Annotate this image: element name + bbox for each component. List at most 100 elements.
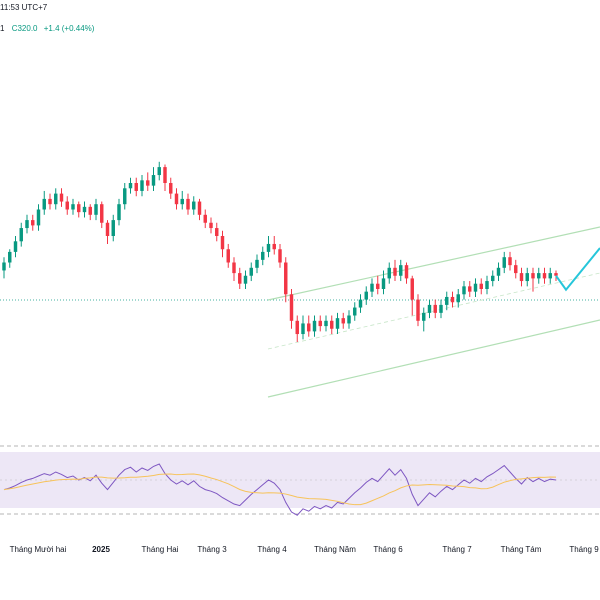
candle-body [537, 273, 541, 279]
candle-body [399, 265, 403, 276]
candle-body [427, 304, 432, 313]
x-tick-label: Tháng Hai [142, 545, 179, 554]
candle-body [77, 204, 81, 213]
candle [318, 315, 322, 332]
x-tick-label: Tháng 4 [257, 545, 287, 554]
candle-body [232, 262, 236, 274]
candle-body [123, 188, 127, 205]
candle [479, 278, 483, 295]
candle-body [473, 283, 478, 292]
candle [215, 222, 219, 242]
candle [330, 315, 334, 335]
x-tick-label: Tháng 7 [442, 545, 472, 554]
candle [31, 214, 35, 231]
candle-body [105, 222, 110, 236]
candle-body [450, 296, 455, 303]
candle-body [364, 291, 368, 300]
candle-body [174, 193, 179, 205]
candle [25, 214, 29, 234]
candle [128, 177, 133, 194]
x-tick-label: Tháng Năm [314, 545, 356, 554]
candle [462, 281, 466, 300]
candle [445, 291, 449, 311]
candle-body [266, 243, 271, 252]
candle-body [128, 183, 133, 189]
candle-body [439, 304, 443, 313]
candle-body [220, 236, 225, 250]
x-tick-label: 2025 [92, 545, 110, 554]
candle [82, 201, 87, 218]
candle [94, 198, 98, 221]
candle [353, 302, 357, 321]
candle [220, 230, 225, 258]
rsi-line [3, 463, 557, 516]
change-value: +1.4 (+0.44%) [43, 24, 95, 33]
candle-body [376, 283, 380, 289]
candle-body [163, 167, 167, 183]
candle [427, 299, 432, 319]
candle-body [410, 278, 414, 300]
candle [399, 259, 403, 282]
candle-body [59, 193, 64, 202]
candle-body [422, 312, 426, 321]
candle-body [491, 275, 495, 282]
candle-body [226, 249, 230, 263]
close-value: C320.0 [11, 24, 38, 33]
candle-body [531, 273, 535, 279]
candle-body [347, 315, 351, 324]
candle [2, 257, 6, 279]
candle [272, 236, 276, 255]
candle-body [301, 323, 305, 335]
rsi-pane[interactable] [0, 445, 600, 516]
candle [393, 259, 397, 282]
candle-body [13, 241, 18, 252]
candle-body [140, 180, 144, 191]
candle-body [157, 167, 161, 176]
candle [255, 254, 259, 274]
candle-body [48, 198, 52, 205]
candle [169, 177, 173, 199]
candle [157, 161, 161, 181]
candle [295, 315, 299, 342]
candle-body [197, 201, 202, 215]
candle-body [508, 257, 512, 266]
candle-body [341, 318, 345, 324]
candle [261, 246, 265, 266]
candle-body [381, 278, 386, 289]
candle-body [31, 220, 35, 226]
candle-body [2, 262, 6, 271]
candle-body [215, 228, 219, 236]
candle [203, 209, 207, 229]
candle [123, 183, 127, 210]
candle [410, 275, 414, 316]
candle-body [180, 198, 184, 205]
candle [439, 299, 443, 319]
candle-body [278, 249, 282, 263]
candle-body [312, 320, 317, 332]
candle-body [100, 204, 104, 223]
price-pane[interactable] [0, 161, 600, 398]
candle [347, 310, 351, 329]
candle-body [554, 273, 558, 276]
candle-body [25, 220, 29, 229]
candle [289, 289, 294, 329]
candle [312, 315, 317, 337]
candle [54, 188, 58, 210]
candle-body [42, 198, 46, 210]
x-tick-label: Tháng 6 [373, 545, 403, 554]
candle [508, 251, 512, 271]
candle [36, 204, 41, 231]
candle [387, 262, 391, 284]
candle-body [117, 204, 121, 221]
candle [468, 281, 472, 297]
candle [307, 315, 311, 337]
x-axis: Tháng Mười hai 2025 Tháng Hai Tháng 3 Tháng … [10, 545, 600, 554]
candle-body [146, 180, 150, 186]
candle-body [318, 320, 322, 327]
candle [519, 267, 524, 287]
candle [496, 262, 501, 282]
candle [117, 198, 121, 226]
candle-body [548, 273, 552, 279]
candle [537, 267, 541, 284]
